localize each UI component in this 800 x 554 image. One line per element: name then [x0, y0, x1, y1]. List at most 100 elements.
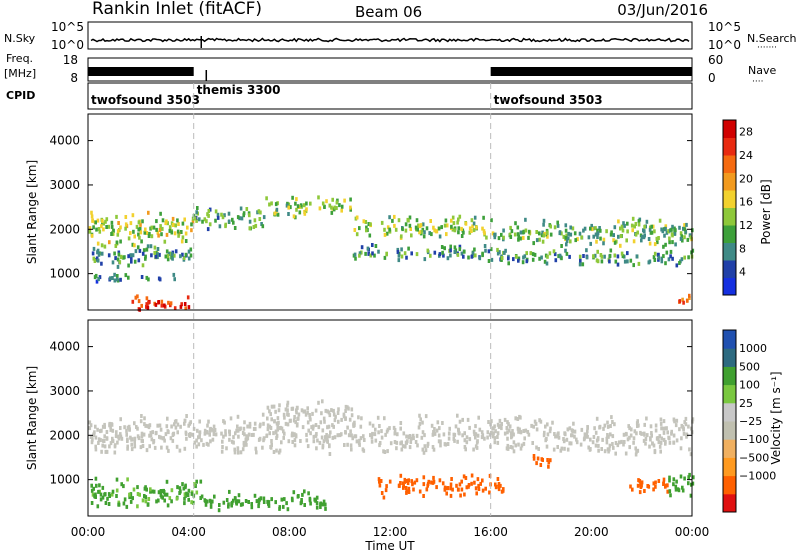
heatmap-cell [365, 225, 368, 230]
heatmap-cell [409, 227, 412, 231]
heatmap-cell [649, 424, 653, 429]
colorbar-tick-label: 24 [739, 149, 753, 162]
heatmap-cell [631, 487, 634, 492]
heatmap-cell [626, 251, 629, 256]
heatmap-cell [293, 415, 296, 419]
heatmap-cell [362, 434, 365, 439]
heatmap-cell [395, 440, 399, 445]
heatmap-cell [176, 218, 179, 223]
heatmap-cell [127, 236, 131, 241]
heatmap-cell [159, 427, 163, 432]
heatmap-cell [269, 445, 273, 450]
heatmap-cell [153, 445, 157, 450]
heatmap-cell [152, 439, 156, 443]
heatmap-cell [374, 244, 378, 248]
heatmap-cell [317, 425, 321, 430]
heatmap-cell [233, 450, 237, 455]
heatmap-cell [508, 428, 511, 433]
heatmap-cell [113, 278, 117, 283]
heatmap-cell [126, 438, 129, 443]
heatmap-cell [117, 221, 120, 225]
heatmap-cell [537, 447, 540, 451]
heatmap-cell [688, 293, 691, 298]
colorbar-swatch [723, 384, 736, 404]
heatmap-cell [96, 258, 100, 263]
heatmap-cell [426, 443, 429, 448]
heatmap-cell [433, 427, 436, 431]
heatmap-cell [294, 201, 297, 206]
heatmap-cell [438, 234, 442, 239]
colorbar-swatch [723, 457, 736, 477]
heatmap-cell [205, 499, 209, 504]
heatmap-cell [104, 501, 108, 505]
heatmap-cell [288, 418, 292, 423]
heatmap-cell [177, 233, 180, 238]
heatmap-cell [197, 435, 200, 440]
heatmap-cell [115, 277, 119, 282]
heatmap-cell [327, 410, 331, 415]
heatmap-cell [136, 294, 139, 299]
heatmap-cell [552, 249, 556, 254]
heatmap-cell [243, 420, 246, 425]
heatmap-cell [688, 447, 691, 452]
heatmap-cell [519, 446, 523, 451]
heatmap-cell [282, 429, 285, 434]
heatmap-cell [140, 434, 144, 439]
heatmap-cell [185, 414, 188, 418]
heatmap-cell [688, 233, 692, 238]
heatmap-cell [405, 489, 408, 494]
heatmap-cell [441, 481, 445, 486]
heatmap-cell [201, 219, 204, 224]
heatmap-cell [169, 301, 173, 306]
heatmap-cell [147, 234, 151, 238]
heatmap-cell [601, 437, 604, 442]
heatmap-cell [149, 487, 152, 492]
heatmap-cell [166, 253, 170, 258]
heatmap-cell [625, 432, 628, 437]
freq-right-label: Nave [748, 64, 776, 77]
heatmap-cell [643, 422, 646, 427]
heatmap-cell [183, 217, 186, 222]
heatmap-cell [430, 232, 433, 237]
heatmap-cell [237, 499, 241, 504]
colorbar-swatch [723, 207, 736, 226]
heatmap-cell [127, 263, 130, 268]
heatmap-cell [683, 227, 687, 232]
heatmap-cell [623, 440, 626, 444]
heatmap-cell [225, 446, 228, 451]
heatmap-cell [336, 411, 340, 415]
heatmap-cell [277, 408, 281, 413]
colorbar-tick-label: 20 [739, 172, 753, 185]
heatmap-cell [439, 443, 442, 448]
heatmap-cell [205, 430, 209, 434]
heatmap-cell [502, 235, 505, 240]
heatmap-cell [506, 436, 509, 441]
heatmap-cell [540, 255, 543, 260]
heatmap-cell [526, 430, 530, 434]
heatmap-cell [684, 229, 688, 234]
heatmap-cell [514, 416, 517, 421]
heatmap-cell [245, 207, 249, 211]
heatmap-cell [524, 428, 528, 433]
heatmap-cell [265, 433, 268, 438]
heatmap-cell [266, 423, 270, 428]
heatmap-cell [467, 255, 470, 260]
heatmap-cell [510, 434, 514, 439]
heatmap-cell [657, 440, 661, 445]
heatmap-cell [551, 420, 554, 425]
heatmap-cell [101, 485, 105, 490]
heatmap-cell [119, 432, 122, 437]
heatmap-cell [634, 232, 638, 237]
heatmap-cell [478, 427, 482, 432]
heatmap-cell [90, 435, 94, 439]
heatmap-cell [403, 251, 407, 256]
heatmap-cell [359, 424, 363, 429]
heatmap-cell [640, 480, 644, 485]
heatmap-cell [614, 441, 618, 445]
heatmap-cell [588, 447, 592, 452]
heatmap-cell [151, 489, 154, 494]
heatmap-cell [275, 448, 278, 453]
heatmap-cell [396, 247, 400, 252]
heatmap-cell [314, 498, 317, 503]
heatmap-cell [364, 220, 368, 224]
